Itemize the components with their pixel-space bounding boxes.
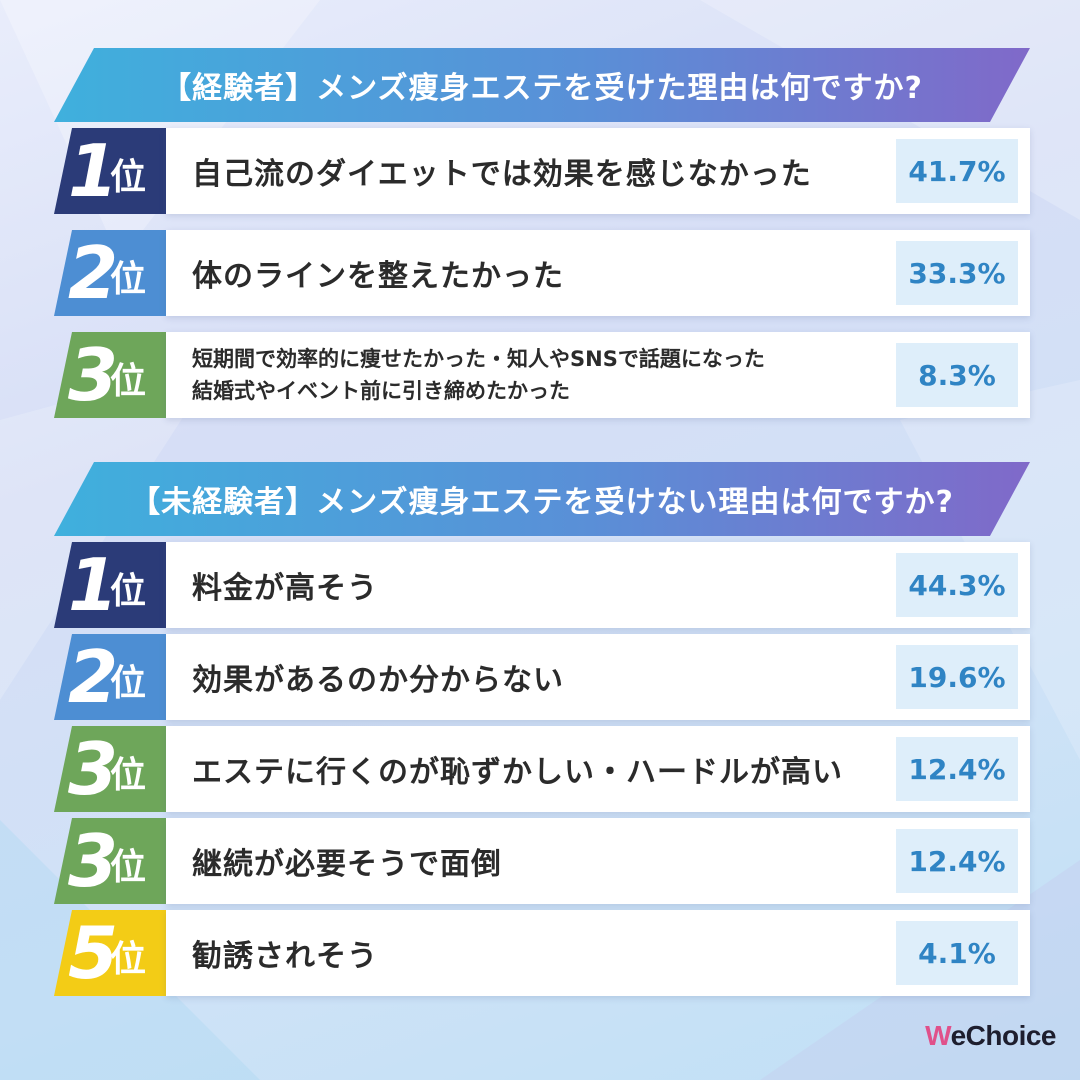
rank-suffix: 位 <box>110 939 147 980</box>
rank-number: 3 <box>68 333 119 417</box>
section-title: 【未経験者】メンズ痩身エステを受けない理由は何ですか? <box>130 485 954 520</box>
percent-value: 19.6% <box>896 645 1018 709</box>
percent-value: 4.1% <box>896 921 1018 985</box>
answer-label: 料金が高そう <box>192 571 378 606</box>
rank-suffix: 位 <box>110 157 147 198</box>
rank-number: 1 <box>68 129 119 213</box>
rank-badge: 5 位 <box>54 910 174 996</box>
ranking-row: 5 位 勧誘されそう 4.1% <box>54 910 1030 996</box>
rank-badge: 2 位 <box>54 634 174 720</box>
rank-badge: 1 位 <box>54 128 174 214</box>
logo-text: eChoice <box>950 1020 1057 1051</box>
answer-label: 自己流のダイエットでは効果を感じなかった <box>192 157 812 192</box>
section-banner: 【未経験者】メンズ痩身エステを受けない理由は何ですか? <box>54 462 1030 536</box>
answer-label: 継続が必要そうで面倒 <box>192 847 502 882</box>
answer-bar: 自己流のダイエットでは効果を感じなかった 41.7% <box>166 128 1030 214</box>
percent-value: 12.4% <box>896 829 1018 893</box>
percent-value: 41.7% <box>896 139 1018 203</box>
rank-number: 5 <box>68 911 119 995</box>
answer-bar: 短期間で効率的に痩せたかった・知人やSNSで話題になった 結婚式やイベント前に引… <box>166 332 1030 418</box>
section-title: 【経験者】メンズ痩身エステを受けた理由は何ですか? <box>161 71 923 106</box>
rank-suffix: 位 <box>110 755 147 796</box>
rank-badge: 2 位 <box>54 230 174 316</box>
rank-number: 2 <box>68 231 119 315</box>
rank-suffix: 位 <box>110 847 147 888</box>
rank-suffix: 位 <box>110 663 147 704</box>
answer-label: 勧誘されそう <box>192 939 378 974</box>
ranking-row: 1 位 料金が高そう 44.3% <box>54 542 1030 628</box>
rank-suffix: 位 <box>110 361 147 402</box>
rank-badge: 3 位 <box>54 818 174 904</box>
rank-badge: 1 位 <box>54 542 174 628</box>
answer-bar: 継続が必要そうで面倒 12.4% <box>166 818 1030 904</box>
answer-bar: エステに行くのが恥ずかしい・ハードルが高い 12.4% <box>166 726 1030 812</box>
answer-label: 体のラインを整えたかった <box>192 259 564 294</box>
answer-label: エステに行くのが恥ずかしい・ハードルが高い <box>192 755 843 790</box>
rank-number: 2 <box>68 635 119 719</box>
answer-bar: 効果があるのか分からない 19.6% <box>166 634 1030 720</box>
ranking-row: 1 位 自己流のダイエットでは効果を感じなかった 41.7% <box>54 128 1030 214</box>
percent-value: 44.3% <box>896 553 1018 617</box>
rank-badge: 3 位 <box>54 726 174 812</box>
wechoice-logo: WeChoice <box>925 1020 1056 1052</box>
answer-bar: 料金が高そう 44.3% <box>166 542 1030 628</box>
percent-value: 33.3% <box>896 241 1018 305</box>
rank-number: 3 <box>68 819 119 903</box>
answer-label: 効果があるのか分からない <box>192 663 564 698</box>
ranking-row: 3 位 エステに行くのが恥ずかしい・ハードルが高い 12.4% <box>54 726 1030 812</box>
logo-w: W <box>925 1020 951 1051</box>
rank-badge: 3 位 <box>54 332 174 418</box>
answer-bar: 勧誘されそう 4.1% <box>166 910 1030 996</box>
section-banner: 【経験者】メンズ痩身エステを受けた理由は何ですか? <box>54 48 1030 122</box>
rank-suffix: 位 <box>110 259 147 300</box>
answer-label: 短期間で効率的に痩せたかった・知人やSNSで話題になった 結婚式やイベント前に引… <box>192 347 765 403</box>
percent-value: 8.3% <box>896 343 1018 407</box>
rank-suffix: 位 <box>110 571 147 612</box>
rank-number: 1 <box>68 543 119 627</box>
ranking-row: 3 位 短期間で効率的に痩せたかった・知人やSNSで話題になった 結婚式やイベン… <box>54 332 1030 418</box>
ranking-row: 2 位 体のラインを整えたかった 33.3% <box>54 230 1030 316</box>
answer-bar: 体のラインを整えたかった 33.3% <box>166 230 1030 316</box>
percent-value: 12.4% <box>896 737 1018 801</box>
ranking-row: 3 位 継続が必要そうで面倒 12.4% <box>54 818 1030 904</box>
rank-number: 3 <box>68 727 119 811</box>
ranking-row: 2 位 効果があるのか分からない 19.6% <box>54 634 1030 720</box>
